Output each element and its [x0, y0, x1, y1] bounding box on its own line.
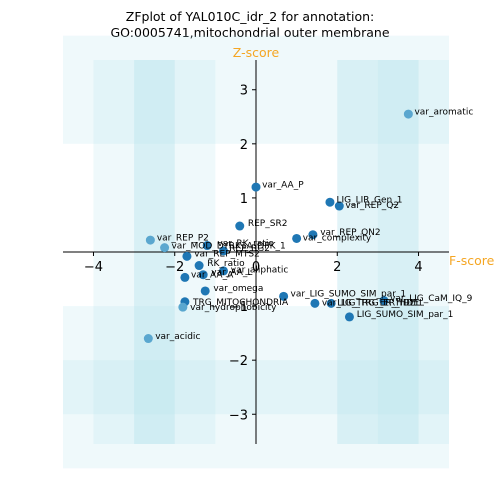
data-point: [345, 312, 354, 321]
y-tick-label: 2: [240, 138, 248, 153]
data-point: [146, 236, 155, 245]
point-label: var_REP_Q2: [345, 201, 399, 211]
point-label: var_AA_A: [191, 271, 234, 281]
data-point: [201, 286, 210, 295]
data-point: [292, 234, 301, 243]
y-tick-label: 1: [240, 192, 248, 207]
x-tick-label: 4: [414, 260, 422, 275]
point-label: var_LIG_CaM_IQ_9: [390, 294, 472, 304]
data-point: [178, 303, 187, 312]
x-tick-label: −2: [165, 260, 184, 275]
point-label: var_acidic: [155, 332, 200, 342]
y-tick-label: 3: [240, 84, 248, 99]
data-point: [325, 198, 334, 207]
x-tick-label: −4: [84, 260, 103, 275]
data-point: [310, 299, 319, 308]
data-point: [235, 222, 244, 231]
y-axis-label: Z-score: [233, 45, 280, 60]
y-tick-label: −3: [229, 408, 248, 423]
data-point: [252, 183, 261, 192]
data-point: [160, 243, 169, 252]
point-label: LIG_SUMO_SIM_par_1: [357, 310, 454, 320]
point-label: REP_SR2: [248, 219, 288, 229]
point-label: var_omega: [213, 284, 263, 294]
point-label: var_hydrophobicity: [190, 303, 277, 313]
data-point: [404, 110, 413, 119]
point-label: var_aromatic: [414, 107, 473, 117]
data-point: [195, 261, 204, 270]
x-axis-label: F-score: [449, 253, 495, 268]
data-point: [144, 334, 153, 343]
point-label: var_complexity: [303, 233, 372, 243]
point-label: var_AA_P: [262, 180, 304, 190]
x-tick-label: 2: [333, 260, 341, 275]
data-point: [182, 252, 191, 261]
y-tick-label: −2: [229, 354, 248, 369]
data-point: [180, 273, 189, 282]
